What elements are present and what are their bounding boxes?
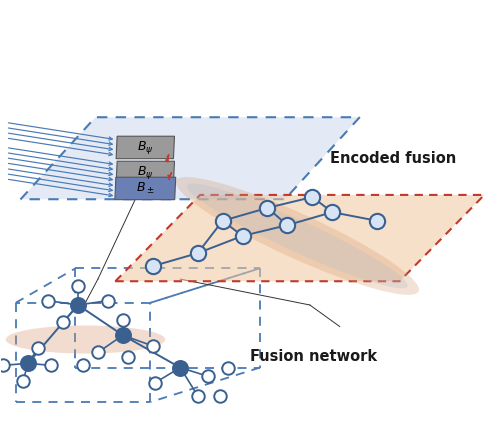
- Text: $B_\psi$: $B_\psi$: [137, 139, 154, 156]
- Polygon shape: [116, 195, 484, 281]
- Ellipse shape: [6, 326, 165, 353]
- Polygon shape: [20, 117, 359, 199]
- Text: $B_\pm$: $B_\pm$: [136, 181, 154, 196]
- Polygon shape: [116, 136, 174, 158]
- Ellipse shape: [187, 184, 408, 288]
- Text: Encoded fusion: Encoded fusion: [330, 151, 456, 166]
- Text: Fusion network: Fusion network: [250, 349, 377, 364]
- Text: $B_\psi$: $B_\psi$: [137, 164, 154, 181]
- Polygon shape: [116, 161, 174, 184]
- Ellipse shape: [176, 177, 419, 295]
- Polygon shape: [115, 177, 176, 200]
